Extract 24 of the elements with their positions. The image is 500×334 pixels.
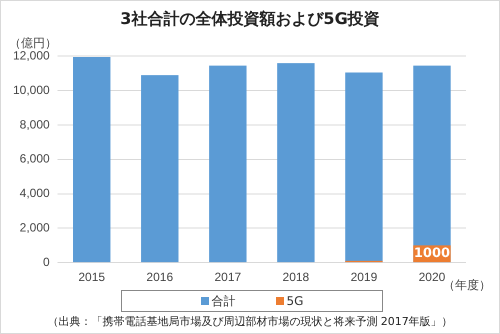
y-tick-label: 4,000 [20, 186, 50, 200]
y-axis-title: （億円） [9, 35, 57, 51]
x-tick-label: 2015 [78, 270, 106, 284]
x-tick-label: 2018 [282, 270, 310, 284]
x-tick-label: 2020 [418, 270, 446, 284]
text: （出典：「携帯電話基地局市場及び周辺部材市場の現状と将来予測 2017年版」） [46, 314, 454, 329]
x-tick-label: 2016 [146, 270, 174, 284]
y-tick-label: 10,000 [13, 82, 50, 97]
y-tick-label: 6,000 [20, 152, 50, 166]
chart-title: 3社合計の全体投資額および5G投資 [119, 9, 381, 30]
x-tick-label: 2017 [214, 270, 242, 284]
y-tick-label: 8,000 [20, 117, 50, 132]
legend-label: 5G [286, 294, 304, 308]
y-tick-label: 2,000 [20, 220, 50, 235]
y-tick-label: 0 [43, 254, 50, 269]
x-tick-label: 2019 [350, 270, 378, 284]
bar [345, 72, 383, 262]
legend-label: 合計 [210, 292, 236, 310]
bar [209, 66, 247, 262]
y-tick-label: 12,000 [13, 48, 50, 63]
data-label: 1000 [414, 246, 450, 262]
bar [73, 57, 110, 262]
bar [141, 75, 178, 262]
bar [277, 63, 315, 262]
